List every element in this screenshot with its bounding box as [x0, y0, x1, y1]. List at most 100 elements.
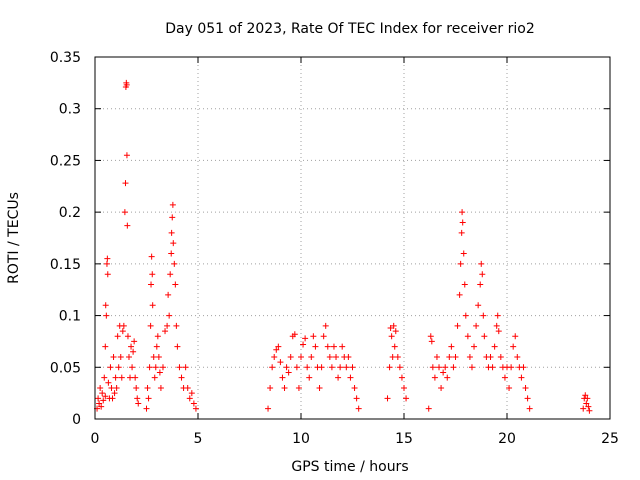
data-point	[308, 353, 315, 360]
data-point	[428, 338, 435, 345]
data-point	[480, 312, 487, 319]
data-point	[448, 343, 455, 350]
data-point	[265, 405, 272, 412]
data-point	[491, 343, 498, 350]
data-point	[391, 343, 398, 350]
data-point	[281, 384, 288, 391]
data-point	[431, 374, 438, 381]
data-point	[392, 328, 399, 335]
data-point	[389, 353, 396, 360]
axis-ticks	[94, 56, 611, 420]
data-point	[452, 353, 459, 360]
data-point	[103, 260, 110, 267]
data-point	[172, 281, 179, 288]
data-point	[128, 343, 135, 350]
x-tick-labels: 0 5 10 15 20 25	[91, 431, 619, 447]
data-points	[94, 79, 593, 414]
data-point	[454, 322, 461, 329]
data-point	[96, 400, 103, 407]
data-point	[157, 384, 164, 391]
data-point	[351, 384, 358, 391]
data-point	[147, 322, 154, 329]
data-point	[585, 403, 592, 410]
data-point	[192, 405, 199, 412]
data-point	[184, 384, 191, 391]
data-point	[510, 343, 517, 350]
data-point	[104, 271, 111, 278]
data-point	[501, 374, 508, 381]
data-point	[178, 374, 185, 381]
data-point	[173, 322, 180, 329]
data-point	[479, 271, 486, 278]
data-point	[468, 364, 475, 371]
y-tick-label: 0.15	[50, 257, 81, 273]
data-point	[306, 374, 313, 381]
data-point	[102, 393, 109, 400]
data-point	[186, 395, 193, 402]
data-point	[127, 374, 134, 381]
data-point	[353, 395, 360, 402]
data-point	[471, 343, 478, 350]
data-point	[99, 390, 106, 397]
data-point	[436, 364, 443, 371]
data-point	[273, 346, 280, 353]
data-point	[169, 201, 176, 208]
data-point	[390, 322, 397, 329]
data-point	[121, 209, 128, 216]
data-point	[152, 364, 159, 371]
data-point	[169, 214, 176, 221]
data-point	[433, 353, 440, 360]
data-point	[487, 353, 494, 360]
data-point	[123, 152, 130, 159]
x-axis-label: GPS time / hours	[291, 459, 408, 475]
data-point	[123, 81, 130, 88]
data-point	[156, 369, 163, 376]
data-point	[167, 271, 174, 278]
data-point	[580, 405, 587, 412]
data-point	[117, 353, 124, 360]
data-point	[298, 353, 304, 360]
data-point	[150, 353, 157, 360]
data-point	[394, 353, 401, 360]
data-point	[586, 407, 593, 414]
data-point	[343, 364, 350, 371]
data-point	[493, 322, 500, 329]
data-point	[495, 328, 502, 335]
data-point	[102, 343, 109, 350]
data-point	[300, 341, 307, 348]
data-point	[295, 384, 302, 391]
data-point	[459, 209, 466, 216]
data-point	[132, 374, 139, 381]
data-point	[456, 291, 463, 298]
data-point	[512, 333, 519, 340]
data-point	[333, 353, 340, 360]
data-point	[398, 374, 405, 381]
data-point	[124, 333, 131, 340]
data-point	[110, 353, 117, 360]
data-point	[133, 384, 140, 391]
data-point	[97, 384, 104, 391]
data-point	[450, 364, 457, 371]
x-tick-label: 5	[194, 431, 203, 447]
y-tick-label: 0.35	[50, 50, 81, 66]
data-point	[388, 333, 395, 340]
data-point	[497, 353, 504, 360]
data-point	[104, 255, 111, 262]
y-tick-label: 0	[72, 412, 81, 428]
data-point	[287, 353, 294, 360]
data-point	[102, 302, 109, 309]
data-point	[285, 369, 292, 376]
data-point	[271, 353, 278, 360]
data-point	[335, 374, 342, 381]
data-point	[114, 333, 121, 340]
data-point	[154, 333, 161, 340]
data-point	[328, 364, 335, 371]
data-point	[129, 364, 136, 371]
y-tick-label: 0.05	[50, 360, 81, 376]
data-point	[322, 322, 329, 329]
data-point	[461, 281, 468, 288]
data-point	[302, 335, 309, 342]
data-point	[291, 331, 298, 338]
data-point	[107, 364, 114, 371]
data-point	[190, 400, 197, 407]
